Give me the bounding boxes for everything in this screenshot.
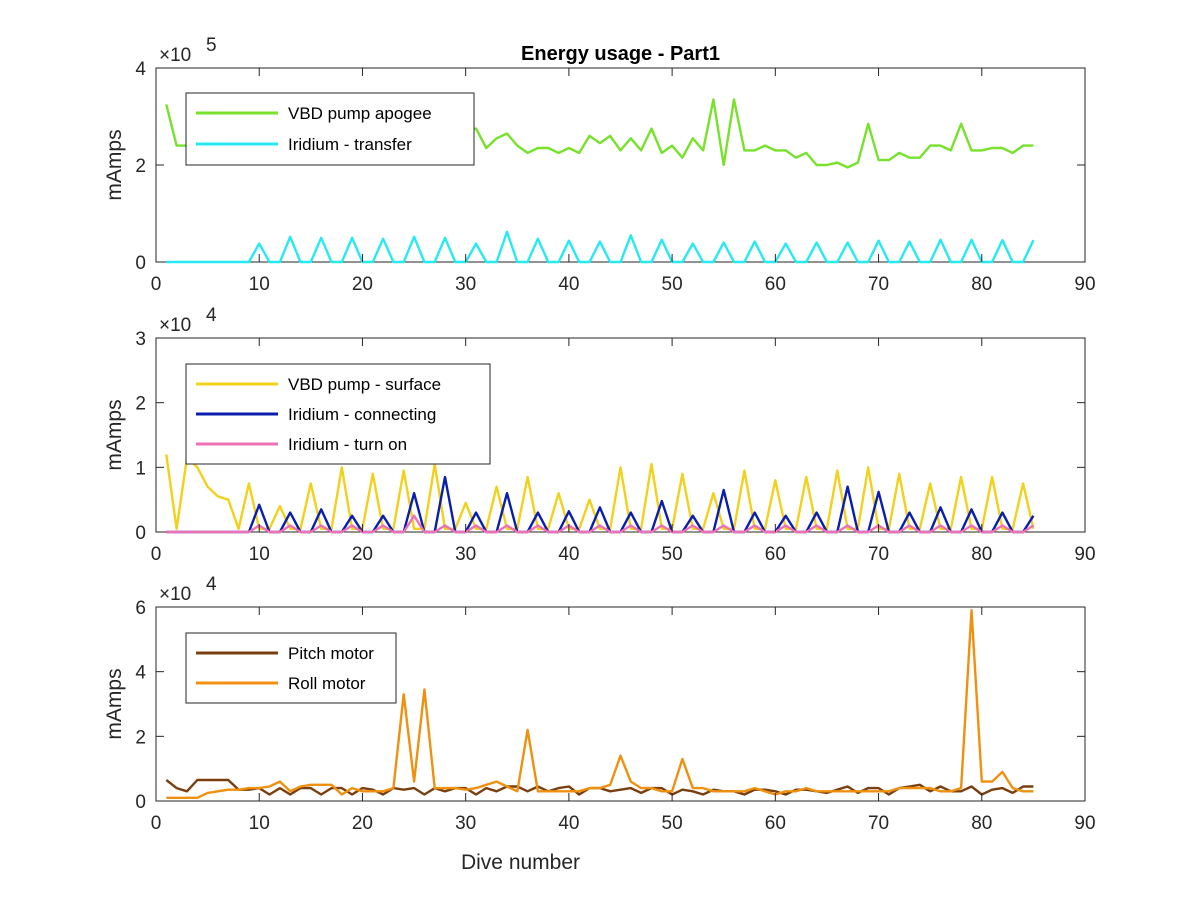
chart-title: Energy usage - Part1 (521, 43, 720, 65)
subplot-3: mAmps ×10 4 Dive number 0 10 20 30 40 50 60 70 8… (103, 574, 1096, 874)
x-tick-label: 30 (455, 274, 476, 295)
legend-label: VBD pump apogee (288, 104, 432, 123)
x-tick-label: 50 (662, 813, 683, 834)
series-line-1 (166, 230, 1035, 264)
series-line-2 (166, 514, 1035, 534)
legend-label: Iridium - connecting (288, 405, 436, 424)
x-tick-label: 90 (1074, 813, 1095, 834)
x-tick-label: 80 (971, 274, 992, 295)
y-tick-label: 6 (135, 598, 146, 619)
legend: VBD pump apogee Iridium - transfer (185, 92, 475, 166)
y-axis-exponent-power: 4 (206, 574, 217, 595)
series-group (165, 609, 1034, 799)
y-tick-label: 2 (135, 727, 146, 748)
x-tick-label: 40 (558, 813, 579, 834)
x-tick-label: 60 (765, 544, 786, 565)
x-tick-label: 20 (352, 813, 373, 834)
y-tick-label: 0 (135, 523, 146, 544)
x-tick-label: 0 (151, 813, 162, 834)
x-tick-label: 90 (1074, 274, 1095, 295)
x-tick-label: 60 (765, 274, 786, 295)
series-group (165, 454, 1035, 534)
y-tick-label: 1 (135, 458, 146, 479)
x-tick-label: 30 (455, 544, 476, 565)
x-tick-label: 60 (765, 813, 786, 834)
legend-box (185, 92, 475, 166)
legend-box (185, 632, 397, 704)
y-axis-exponent-power: 4 (206, 305, 217, 326)
legend-label: Pitch motor (288, 644, 374, 663)
legend-label: Iridium - transfer (288, 135, 412, 154)
y-tick-label: 4 (135, 663, 146, 684)
x-tick-label: 80 (971, 813, 992, 834)
x-tick-label: 40 (558, 274, 579, 295)
x-tick-label: 50 (662, 544, 683, 565)
y-axis-exponent-power: 5 (206, 35, 217, 56)
y-tick-label: 4 (135, 59, 146, 80)
x-tick-label: 10 (249, 813, 270, 834)
x-axis-label: Dive number (461, 851, 580, 874)
x-tick-label: 70 (868, 274, 889, 295)
y-tick-label: 0 (135, 253, 146, 274)
x-tick-label: 0 (151, 274, 162, 295)
y-axis-label: mAmps (103, 399, 126, 470)
y-axis-label: mAmps (103, 668, 126, 739)
y-tick-label: 2 (135, 156, 146, 177)
subplot-2: mAmps ×10 4 0 10 20 30 40 50 60 70 80 90 0 1 2 3 VBD p… (103, 305, 1096, 565)
x-tick-label: 30 (455, 813, 476, 834)
x-tick-label: 0 (151, 544, 162, 565)
legend-label: VBD pump - surface (288, 375, 441, 394)
legend: Pitch motor Roll motor (185, 632, 397, 704)
x-tick-label: 90 (1074, 544, 1095, 565)
x-tick-label: 70 (868, 544, 889, 565)
x-tick-label: 70 (868, 813, 889, 834)
legend: VBD pump - surface Iridium - connecting Ir… (185, 363, 491, 465)
series-line-1 (166, 609, 1034, 799)
x-tick-label: 50 (662, 274, 683, 295)
x-tick-label: 20 (352, 544, 373, 565)
y-tick-label: 2 (135, 394, 146, 415)
y-axis-label: mAmps (103, 129, 126, 200)
legend-label: Iridium - turn on (288, 435, 407, 454)
y-axis-exponent-multiplier: ×10 (159, 315, 191, 336)
x-tick-label: 40 (558, 544, 579, 565)
y-tick-label: 3 (135, 329, 146, 350)
subplot-1: Energy usage - Part1 mAmps ×10 5 0 10 20 30… (103, 35, 1096, 295)
legend-label: Roll motor (288, 674, 366, 693)
y-axis-exponent-multiplier: ×10 (159, 584, 191, 605)
y-tick-label: 0 (135, 792, 146, 813)
x-tick-label: 20 (352, 274, 373, 295)
x-tick-label: 10 (249, 274, 270, 295)
y-axis-exponent-multiplier: ×10 (159, 45, 191, 66)
x-tick-label: 10 (249, 544, 270, 565)
x-tick-label: 80 (971, 544, 992, 565)
